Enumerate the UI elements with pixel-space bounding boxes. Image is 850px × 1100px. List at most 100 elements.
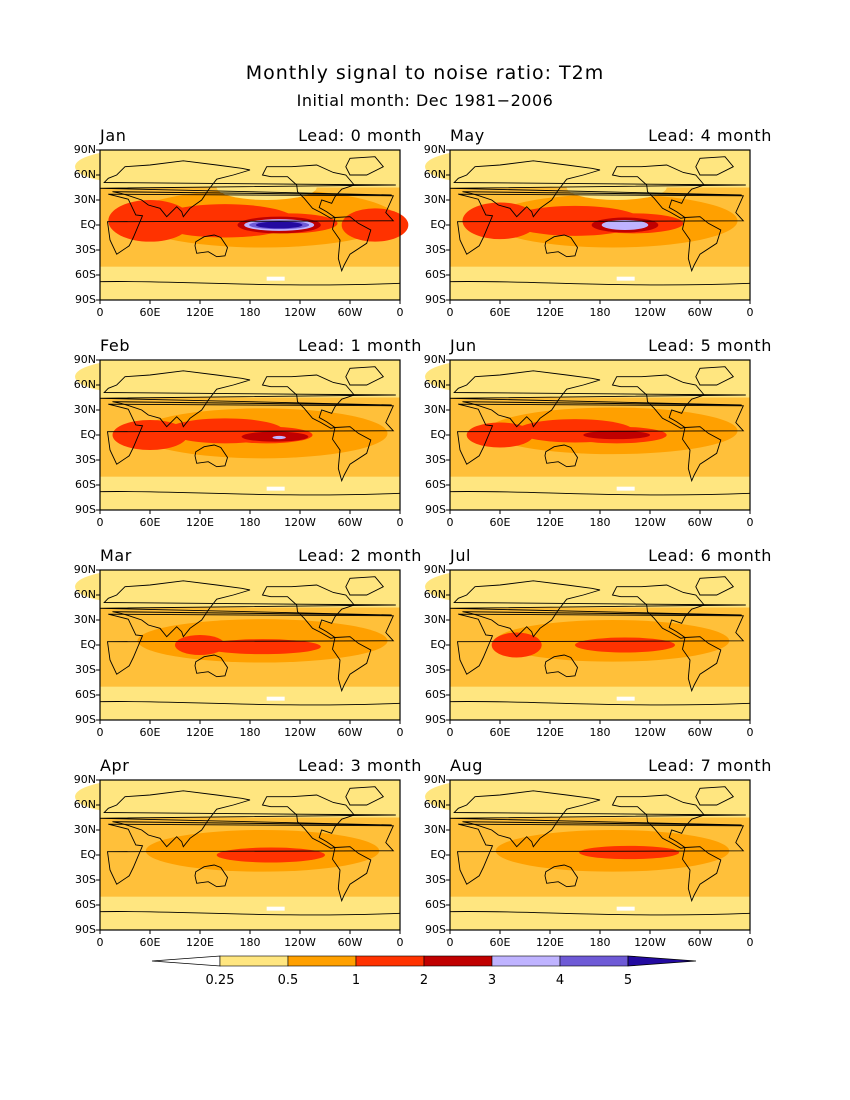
y-tick-label: 30S (425, 663, 446, 676)
panel-jan: Jan Lead: 0 month 90N 60N 30N EQ 30S 60S 90S 0 6… (68, 126, 428, 326)
y-tick-label: 90N (73, 773, 96, 786)
x-tick-label: 120E (186, 936, 214, 949)
coastline (99, 160, 396, 218)
month-label: Feb (100, 336, 131, 355)
snr-region (108, 200, 192, 242)
x-tick-label: 120W (284, 726, 316, 739)
x-tick-label: 180 (589, 306, 611, 319)
coastline (449, 790, 746, 848)
antarctic-coastline (449, 910, 751, 916)
y-tick-label: EQ (80, 218, 96, 231)
map-plot (425, 569, 751, 724)
panel-apr: Apr Lead: 3 month 90N 60N 30N EQ 30S 60S 90S 0 6… (68, 756, 428, 956)
x-tick-label: 120W (634, 936, 666, 949)
x-tick-label: 60E (489, 306, 511, 319)
coastline (99, 790, 396, 848)
x-tick-label: 120W (284, 516, 316, 529)
x-tick-label: 60E (139, 306, 161, 319)
y-tick-label: 60S (75, 688, 96, 701)
coastline (695, 366, 735, 386)
snr-region (601, 220, 649, 230)
y-tick-label: 30S (425, 453, 446, 466)
antarctic-coastline (99, 490, 401, 496)
y-tick-label: 90N (73, 353, 96, 366)
x-tick-label: 120E (186, 726, 214, 739)
y-tick-label: 90S (425, 713, 446, 726)
y-tick-label: 60S (75, 898, 96, 911)
y-tick-label: 30S (425, 243, 446, 256)
coastline (345, 786, 385, 806)
map-plot (75, 779, 401, 934)
snr-region (216, 847, 325, 863)
x-tick-label: 60E (489, 516, 511, 529)
map-plot (425, 779, 751, 934)
x-tick-label: 120W (634, 516, 666, 529)
y-tick-label: 60S (425, 268, 446, 281)
coastline (345, 156, 385, 176)
panel-jun: Jun Lead: 5 month 90N 60N 30N EQ 30S 60S 90S 0 6… (418, 336, 778, 536)
colorbar-high-triangle (627, 955, 697, 967)
panel-mar: Mar Lead: 2 month 90N 60N 30N EQ 30S 60S 90S 0 6… (68, 546, 428, 746)
coastline (682, 426, 722, 483)
month-label: Jul (450, 546, 472, 565)
y-tick-label: 30N (423, 193, 446, 206)
x-tick-label: 60W (337, 306, 363, 319)
coastline (332, 846, 372, 903)
y-tick-label: 90N (73, 563, 96, 576)
map-plot (75, 359, 401, 514)
y-tick-label: 30N (73, 823, 96, 836)
colorbar-label: 2 (419, 973, 429, 988)
y-tick-label: 30S (425, 873, 446, 886)
coastline (449, 370, 746, 428)
y-tick-label: 90N (423, 773, 446, 786)
lead-label: Lead: 7 month (648, 756, 772, 775)
colorbar-segment (287, 955, 357, 967)
coastline (106, 193, 395, 255)
y-tick-label: 60N (423, 168, 446, 181)
map-plot (425, 149, 751, 304)
x-tick-label: 180 (239, 936, 261, 949)
coastline (611, 164, 705, 219)
coastline (544, 864, 578, 888)
y-tick-label: 30N (73, 193, 96, 206)
coastline (332, 216, 372, 273)
figure-title: Monthly signal to noise ratio: T2m (245, 62, 605, 84)
snr-region (112, 420, 188, 450)
x-tick-label: 0 (746, 936, 754, 949)
x-tick-label: 0 (96, 726, 104, 739)
y-tick-label: 90S (75, 293, 96, 306)
antarctic-coastline (449, 490, 751, 496)
x-tick-label: 60W (687, 306, 713, 319)
month-label: May (450, 126, 485, 145)
y-tick-label: 60N (73, 798, 96, 811)
colorbar-label: 3 (487, 973, 497, 988)
x-tick-label: 120W (284, 936, 316, 949)
y-tick-label: 60N (73, 588, 96, 601)
coastline (695, 786, 735, 806)
colorbar-label: 0.25 (205, 973, 235, 988)
coastline (99, 580, 396, 638)
y-tick-label: 30S (75, 873, 96, 886)
snr-region (425, 780, 542, 814)
snr-region (75, 150, 192, 184)
coastline (261, 794, 355, 849)
coastline (682, 216, 722, 273)
snr-region (75, 360, 192, 394)
coastline (449, 160, 746, 218)
x-tick-label: 0 (96, 306, 104, 319)
coastline (332, 426, 372, 483)
coastline (194, 654, 228, 678)
y-tick-label: 60N (423, 378, 446, 391)
x-tick-label: 0 (746, 516, 754, 529)
x-tick-label: 0 (396, 936, 404, 949)
snr-region (466, 422, 534, 448)
x-tick-label: 0 (446, 726, 454, 739)
y-tick-label: 60N (423, 588, 446, 601)
snr-region (255, 221, 303, 229)
month-label: Jun (450, 336, 477, 355)
colorbar-label: 4 (555, 973, 565, 988)
antarctic-coastline (449, 700, 751, 706)
colorbar-segment (355, 955, 425, 967)
y-tick-label: 30S (75, 243, 96, 256)
colorbar-label: 1 (351, 973, 361, 988)
